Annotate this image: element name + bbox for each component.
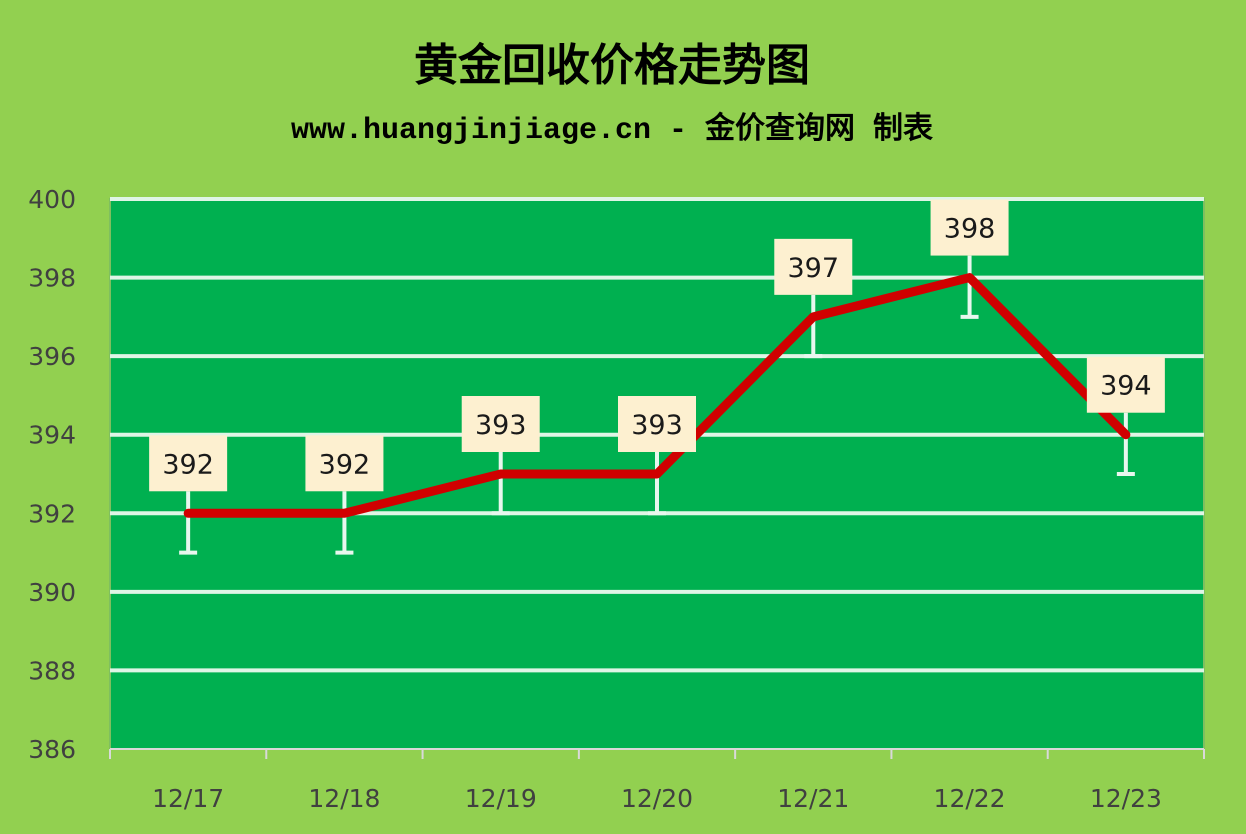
data-label-box (618, 396, 696, 452)
data-label-box (1086, 356, 1165, 413)
x-tick-label: 12/20 (621, 784, 693, 813)
data-label: 398 (944, 214, 996, 245)
x-tick-label: 12/21 (777, 784, 849, 813)
y-tick-label: 388 (28, 656, 76, 685)
y-tick-label: 398 (28, 264, 76, 293)
data-label-box (930, 199, 1009, 256)
data-label: 393 (475, 410, 527, 441)
data-label-box (461, 396, 540, 452)
price-line (183, 273, 1131, 518)
y-tick-label: 394 (28, 421, 76, 450)
y-tick-label: 386 (28, 735, 76, 764)
y-tick-label: 396 (28, 342, 76, 371)
x-tick-label: 12/22 (934, 784, 1006, 813)
data-label-box (774, 238, 853, 295)
chart-subtitle: www.huangjinjiage.cn - 金价查询网 制表 (291, 111, 933, 148)
data-label: 392 (162, 449, 214, 480)
data-label: 397 (788, 253, 840, 284)
y-tick-label: 390 (28, 578, 76, 607)
data-label: 393 (631, 410, 683, 441)
data-label: 392 (319, 449, 371, 480)
y-tick-label: 392 (28, 499, 76, 528)
x-tick-label: 12/19 (465, 784, 537, 813)
y-tick-label: 400 (28, 185, 76, 214)
x-tick-label: 12/23 (1090, 784, 1162, 813)
data-label-box (305, 435, 384, 492)
x-tick-label: 12/18 (308, 784, 380, 813)
data-label-box (149, 435, 228, 492)
x-tick-label: 12/17 (152, 784, 224, 813)
chart-title: 黄金回收价格走势图 (414, 40, 810, 91)
data-label: 394 (1100, 371, 1152, 402)
